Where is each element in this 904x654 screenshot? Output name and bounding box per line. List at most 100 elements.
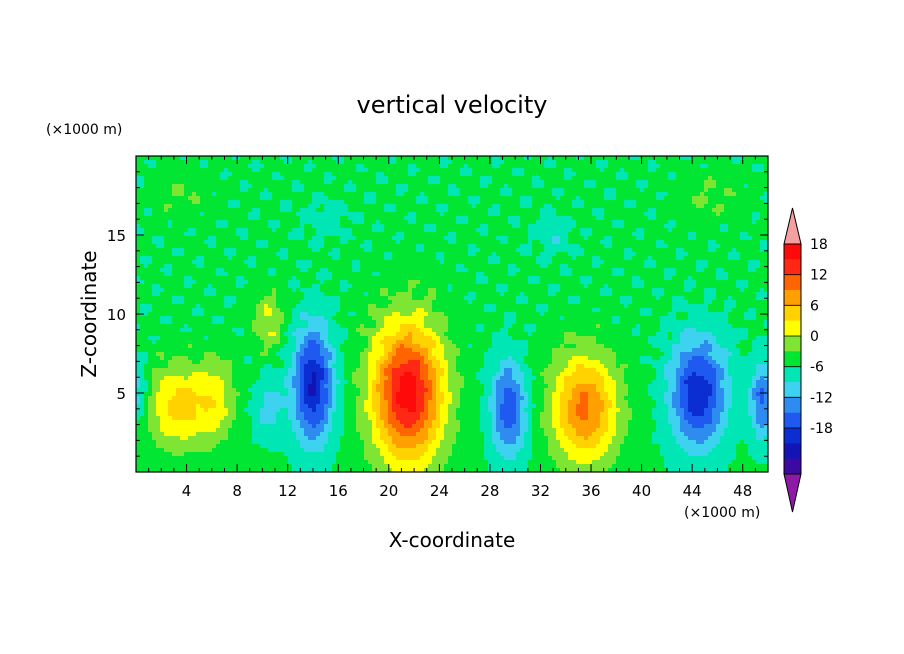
- heatmap-cell: [300, 364, 305, 369]
- heatmap-cell: [580, 228, 593, 233]
- heatmap-cell: [468, 196, 481, 201]
- heatmap-cell: [384, 460, 433, 465]
- heatmap-cell: [424, 248, 469, 253]
- heatmap-cell: [308, 360, 317, 365]
- heatmap-cell: [544, 432, 557, 437]
- heatmap-cell: [476, 276, 489, 281]
- heatmap-cell: [140, 260, 153, 265]
- heatmap-cell: [512, 192, 553, 197]
- heatmap-cell: [384, 440, 393, 445]
- heatmap-cell: [172, 396, 213, 401]
- heatmap-cell: [340, 380, 349, 385]
- heatmap-cell: [432, 440, 441, 445]
- heatmap-cell: [500, 416, 517, 421]
- heatmap-cell: [696, 204, 705, 209]
- heatmap-cell: [484, 432, 493, 437]
- heatmap-cell: [140, 324, 185, 329]
- heatmap-cell: [760, 288, 765, 293]
- heatmap-cell: [548, 436, 557, 441]
- colorbar-tick-label: 12: [810, 268, 828, 284]
- heatmap-cell: [308, 244, 325, 249]
- heatmap-cell: [624, 220, 669, 225]
- heatmap-cell: [652, 364, 665, 369]
- heatmap-cell: [424, 380, 433, 385]
- heatmap-cell: [572, 356, 589, 361]
- heatmap-cell: [628, 424, 657, 429]
- heatmap-cell: [340, 236, 357, 241]
- heatmap-cell: [380, 452, 393, 457]
- heatmap-cell: [488, 256, 501, 261]
- heatmap-cell: [452, 284, 497, 289]
- heatmap-cell: [512, 388, 521, 393]
- heatmap-cell: [340, 296, 389, 301]
- heatmap-cell: [536, 324, 597, 329]
- heatmap-cell: [564, 192, 605, 197]
- heatmap-cell: [308, 324, 329, 329]
- heatmap-cell: [524, 388, 533, 393]
- heatmap-cell: [668, 336, 673, 341]
- heatmap-cell: [460, 404, 481, 409]
- heatmap-cell: [712, 420, 721, 425]
- heatmap-cell: [716, 400, 725, 405]
- heatmap-cell: [340, 252, 385, 257]
- heatmap-cell: [292, 204, 309, 209]
- heatmap-cell: [656, 240, 665, 245]
- heatmap-cell: [280, 356, 293, 361]
- heatmap-cell: [360, 244, 373, 249]
- heatmap-cell: [356, 408, 365, 413]
- heatmap-cell: [168, 408, 197, 413]
- heatmap-cell: [604, 212, 645, 217]
- heatmap-cell: [268, 332, 277, 337]
- heatmap-cell: [204, 288, 217, 293]
- heatmap-cell: [344, 420, 357, 425]
- heatmap-cell: [692, 156, 733, 161]
- heatmap-cell: [524, 168, 565, 173]
- heatmap-cell: [732, 156, 745, 161]
- heatmap-cell: [216, 288, 273, 293]
- heatmap-cell: [232, 384, 253, 389]
- heatmap-cell: [288, 340, 297, 345]
- heatmap-cell: [676, 388, 681, 393]
- heatmap-cell: [520, 416, 529, 421]
- heatmap-cell: [760, 400, 765, 405]
- heatmap-cell: [448, 204, 473, 209]
- heatmap-cell: [580, 396, 589, 401]
- heatmap-cell: [472, 168, 513, 173]
- heatmap-cell: [524, 324, 537, 329]
- heatmap-cell: [504, 424, 513, 429]
- heatmap-cell: [228, 408, 237, 413]
- heatmap-cell: [640, 308, 653, 313]
- heatmap-cell: [512, 336, 565, 341]
- heatmap-cell: [644, 236, 689, 241]
- heatmap-cell: [752, 388, 761, 393]
- heatmap-cell: [428, 180, 441, 185]
- heatmap-cell: [444, 436, 457, 441]
- chart-title: vertical velocity: [357, 91, 548, 119]
- heatmap-cell: [352, 260, 361, 265]
- heatmap-cell: [412, 372, 421, 377]
- heatmap-cell: [328, 324, 341, 329]
- heatmap-cell: [256, 260, 297, 265]
- heatmap-cell: [420, 192, 425, 197]
- heatmap-cell: [748, 336, 757, 341]
- heatmap-cell: [616, 356, 641, 361]
- heatmap-cell: [356, 188, 397, 193]
- heatmap-cell: [260, 216, 301, 221]
- heatmap-cell: [596, 180, 637, 185]
- heatmap-cell: [616, 352, 665, 357]
- heatmap-cell: [236, 388, 249, 393]
- heatmap-cell: [668, 172, 677, 177]
- heatmap-cell: [376, 384, 385, 389]
- heatmap-cell: [540, 208, 557, 213]
- heatmap-cell: [280, 332, 285, 337]
- heatmap-cell: [436, 384, 441, 389]
- heatmap-cell: [432, 308, 485, 313]
- heatmap-cell: [504, 320, 517, 325]
- heatmap-cell: [384, 368, 393, 373]
- heatmap-cell: [444, 356, 457, 361]
- heatmap-cell: [144, 392, 153, 397]
- heatmap-cell: [328, 396, 333, 401]
- heatmap-cell: [328, 340, 345, 345]
- heatmap-cell: [520, 244, 533, 249]
- heatmap-cell: [296, 408, 301, 413]
